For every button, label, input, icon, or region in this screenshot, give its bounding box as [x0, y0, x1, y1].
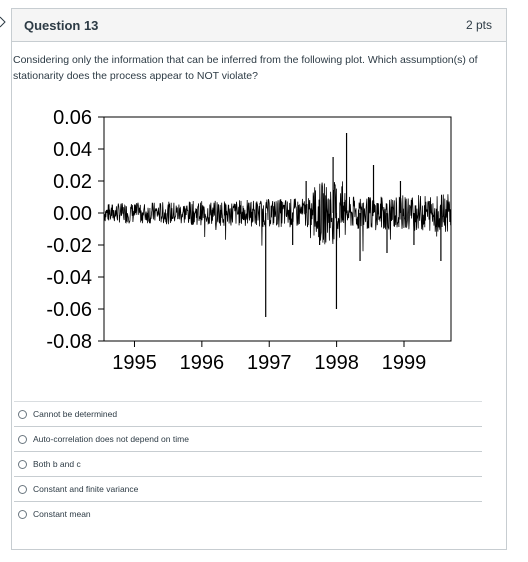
question-title: Question 13: [24, 17, 99, 33]
radio-circle-icon[interactable]: [18, 409, 27, 419]
x-tick-label: 1996: [180, 352, 225, 374]
time-series-plot: 0.06 0.04 0.02 0.00 -0.02 -0.04 -0.06 -0.08 1995…: [46, 107, 452, 374]
answer-option[interactable]: Auto-correlation does not depend on time: [14, 426, 482, 451]
answer-label: Both b and c: [33, 459, 81, 469]
answer-option[interactable]: Both b and c: [14, 451, 482, 476]
answer-option[interactable]: Cannot be determined: [14, 401, 482, 426]
y-tick-label: 0.00: [53, 203, 92, 225]
x-tick-label: 1997: [247, 352, 292, 374]
y-tick-label: 0.06: [53, 107, 92, 129]
answer-label: Cannot be determined: [33, 409, 118, 419]
question-header: Question 13 2 pts: [12, 9, 506, 42]
answer-list: Cannot be determined Auto-correlation do…: [14, 401, 482, 526]
y-tick-label: 0.04: [53, 139, 92, 161]
x-tick-label: 1999: [382, 352, 427, 374]
radio-circle-icon[interactable]: [18, 484, 27, 494]
plot-frame: [103, 116, 452, 342]
answer-label: Constant and finite variance: [33, 484, 139, 494]
question-card: Question 13 2 pts: [11, 8, 507, 550]
radio-circle-icon[interactable]: [18, 434, 27, 444]
question-points: 2 pts: [465, 18, 492, 32]
radio-circle-icon[interactable]: [18, 459, 27, 469]
chevron-right-icon: [0, 16, 6, 28]
x-tick-label: 1995: [112, 352, 157, 374]
answer-option[interactable]: Constant mean: [14, 501, 482, 526]
y-tick-label: 0.02: [53, 171, 92, 193]
answer-label: Constant mean: [33, 509, 91, 519]
answer-label: Auto-correlation does not depend on time: [33, 434, 189, 444]
radio-circle-icon[interactable]: [18, 509, 27, 519]
y-tick-label: -0.06: [46, 299, 92, 321]
series-line: [103, 181, 452, 252]
y-tick-label: -0.08: [46, 331, 92, 353]
y-tick-label: -0.04: [46, 267, 92, 289]
answer-option[interactable]: Constant and finite variance: [14, 476, 482, 501]
y-tick-label: -0.02: [46, 235, 92, 257]
question-prompt: Considering only the information that ca…: [13, 54, 478, 82]
x-tick-label: 1998: [314, 352, 359, 374]
